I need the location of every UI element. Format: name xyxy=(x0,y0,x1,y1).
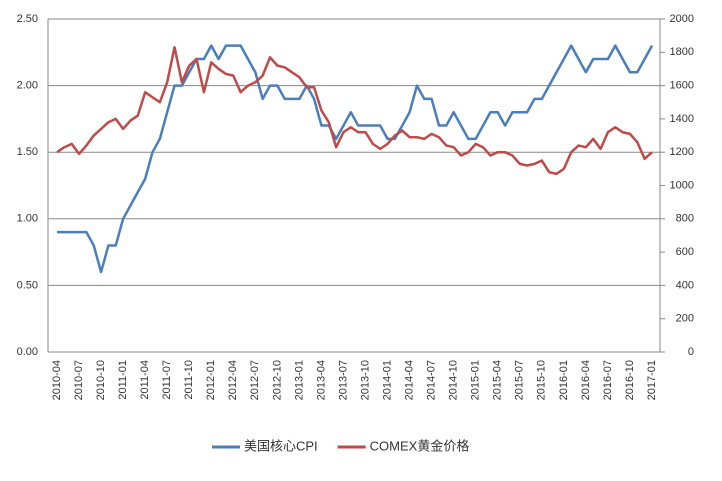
y2-tick-label: 200 xyxy=(676,313,694,325)
y2-tick-label: 600 xyxy=(676,246,694,258)
x-tick-label: 2013-07 xyxy=(337,360,349,400)
x-tick-label: 2016-07 xyxy=(602,360,614,400)
x-tick-label: 2016-10 xyxy=(624,360,636,400)
y2-tick-label: 1200 xyxy=(670,146,694,158)
x-tick-label: 2015-07 xyxy=(514,360,526,400)
series-line xyxy=(57,44,654,274)
y-tick-label: 1.00 xyxy=(17,213,38,225)
x-tick-label: 2015-10 xyxy=(536,360,548,400)
x-tick-label: 2011-04 xyxy=(139,360,151,400)
x-tick-label: 2011-01 xyxy=(117,360,129,400)
y2-tick-label: 0 xyxy=(688,346,694,358)
y2-tick-label: 2000 xyxy=(670,13,694,25)
y-tick-label: 2.50 xyxy=(17,13,38,25)
x-tick-label: 2017-01 xyxy=(646,360,658,400)
x-tick-label: 2011-07 xyxy=(161,360,173,400)
x-tick-label: 2013-01 xyxy=(293,360,305,400)
x-tick-label: 2014-10 xyxy=(448,360,460,400)
x-tick-label: 2016-04 xyxy=(580,360,592,400)
x-tick-label: 2012-07 xyxy=(249,360,261,400)
x-tick-label: 2010-04 xyxy=(51,360,63,400)
x-tick-label: 2012-01 xyxy=(205,360,217,400)
x-tick-label: 2013-04 xyxy=(315,360,327,400)
x-tick-label: 2015-01 xyxy=(470,360,482,400)
x-tick-label: 2010-10 xyxy=(95,360,107,400)
x-tick-label: 2014-01 xyxy=(381,360,393,400)
y-tick-label: 1.50 xyxy=(17,146,38,158)
y2-tick-label: 1600 xyxy=(670,80,694,92)
y-tick-label: 2.00 xyxy=(17,80,38,92)
y-tick-label: 0.00 xyxy=(17,346,38,358)
x-tick-label: 2012-04 xyxy=(227,360,239,400)
x-tick-label: 2014-04 xyxy=(403,360,415,400)
y2-tick-label: 800 xyxy=(676,213,694,225)
y2-tick-label: 400 xyxy=(676,279,694,291)
y2-tick-label: 1400 xyxy=(670,113,694,125)
x-tick-label: 2011-10 xyxy=(183,360,195,400)
y2-tick-label: 1000 xyxy=(670,179,694,191)
legend-label: COMEX黄金价格 xyxy=(370,438,470,453)
x-tick-label: 2016-01 xyxy=(558,360,570,400)
legend-label: 美国核心CPI xyxy=(244,438,318,453)
x-tick-label: 2014-07 xyxy=(426,360,438,400)
x-tick-label: 2013-10 xyxy=(359,360,371,400)
x-tick-label: 2010-07 xyxy=(73,360,85,400)
series-line xyxy=(56,46,653,176)
x-tick-label: 2015-04 xyxy=(492,360,504,400)
y2-tick-label: 1800 xyxy=(670,46,694,58)
x-tick-label: 2012-10 xyxy=(271,360,283,400)
y-tick-label: 0.50 xyxy=(17,279,38,291)
